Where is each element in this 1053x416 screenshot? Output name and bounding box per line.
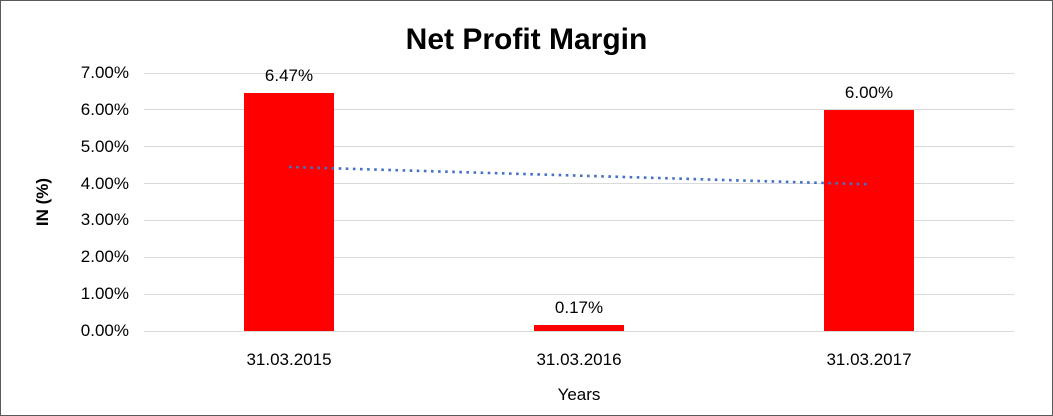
gridline	[144, 256, 1014, 258]
gridline	[144, 72, 1014, 74]
gridline	[144, 109, 1014, 111]
y-tick-label: 2.00%	[80, 247, 129, 267]
x-tick-label: 31.03.2017	[826, 350, 912, 369]
y-tick-label: 7.00%	[80, 63, 129, 82]
y-tick-label: 3.00%	[80, 210, 129, 230]
bar-data-label: 6.00%	[844, 82, 894, 102]
y-tick-label: 4.00%	[80, 173, 129, 193]
bar-data-label: 0.17%	[554, 297, 604, 317]
chart-title: Net Profit Margin	[405, 23, 648, 56]
bar-31.03.2015	[244, 92, 334, 331]
gridline	[144, 293, 1014, 295]
bar-31.03.2017	[824, 109, 914, 331]
x-axis-title: Years	[557, 385, 601, 404]
bar-data-label: 6.47%	[264, 65, 314, 85]
gridline	[144, 146, 1014, 148]
gridline	[144, 219, 1014, 221]
y-tick-label: 5.00%	[80, 136, 129, 156]
gridline	[144, 330, 1014, 332]
bar-31.03.2016	[534, 324, 624, 331]
y-tick-label: 1.00%	[80, 284, 129, 304]
x-tick-label: 31.03.2015	[246, 350, 332, 369]
x-tick-label: 31.03.2016	[536, 350, 622, 369]
y-tick-label: 6.00%	[80, 99, 129, 119]
y-tick-label: 0.00%	[80, 321, 129, 340]
